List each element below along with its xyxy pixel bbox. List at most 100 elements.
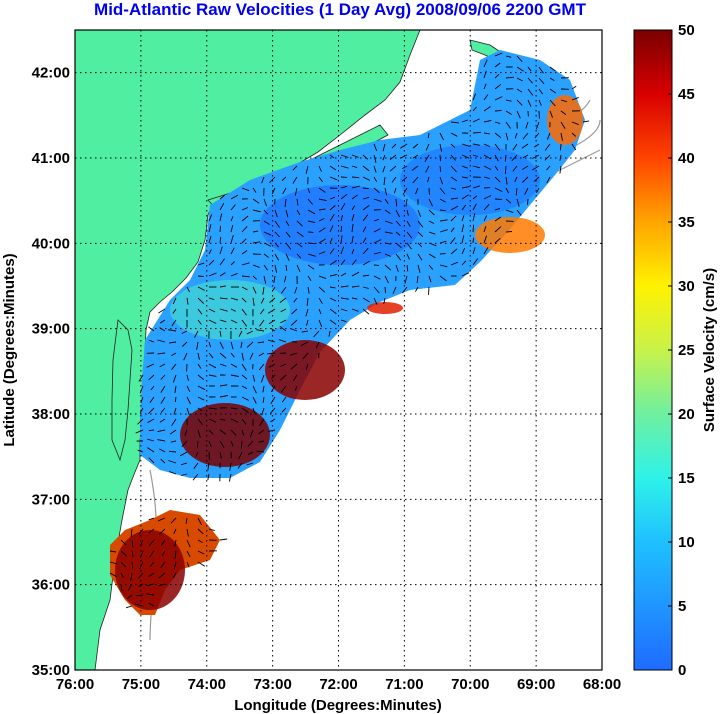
velocity-vector: [546, 165, 551, 171]
velocity-vector: [340, 319, 347, 323]
velocity-vector: [207, 473, 210, 481]
velocity-vector: [428, 275, 432, 283]
velocity-vector: [483, 195, 492, 200]
velocity-vector: [258, 352, 265, 357]
velocity-vector: [450, 205, 459, 211]
velocity-vector: [219, 297, 228, 300]
velocity-vector: [148, 457, 155, 464]
velocity-vector: [373, 239, 382, 244]
velocity-vector: [362, 187, 369, 190]
velocity-vector: [395, 220, 401, 227]
velocity-vector: [329, 225, 334, 233]
velocity-vector: [230, 407, 238, 410]
velocity-vector: [246, 462, 254, 466]
velocity-vector: [279, 297, 287, 303]
velocity-vector: [241, 297, 247, 303]
velocity-vector: [183, 352, 188, 361]
colorbar-tick-label: 20: [678, 406, 695, 423]
velocity-vector: [549, 110, 554, 118]
velocity-vector: [549, 99, 556, 107]
velocity-vector: [252, 286, 257, 294]
velocity-vector: [131, 561, 134, 569]
velocity-vector: [494, 207, 501, 211]
velocity-vector: [329, 297, 337, 302]
velocity-vector: [197, 528, 204, 535]
velocity-vector: [401, 165, 408, 169]
velocity-vector: [318, 165, 322, 172]
velocity-vector: [307, 275, 312, 281]
velocity-vector: [197, 262, 205, 266]
velocity-vector: [494, 52, 503, 57]
velocity-vector: [219, 225, 221, 233]
velocity-vector: [318, 208, 326, 211]
velocity-vector: [159, 418, 166, 423]
velocity-vector: [274, 264, 278, 273]
velocity-vector: [120, 583, 123, 592]
velocity-vector: [207, 462, 210, 471]
velocity-vector: [483, 59, 488, 68]
velocity-vector: [439, 176, 444, 185]
velocity-vector: [219, 246, 223, 255]
velocity-vector: [296, 198, 299, 206]
velocity-vector: [415, 286, 419, 292]
velocity-vector: [263, 264, 268, 271]
velocity-vector: [269, 176, 276, 184]
velocity-vector: [241, 429, 244, 436]
velocity-vector: [439, 165, 442, 172]
velocity-vector: [140, 539, 144, 546]
velocity-vector: [135, 603, 144, 607]
velocity-vector: [428, 231, 436, 235]
velocity-vector: [315, 341, 320, 349]
velocity-vector: [461, 186, 470, 189]
velocity-vector: [472, 237, 475, 244]
velocity-vector: [362, 165, 370, 172]
velocity-vector: [494, 121, 501, 125]
velocity-vector: [197, 363, 202, 369]
velocity-vector: [425, 143, 430, 151]
velocity-vector: [219, 194, 226, 200]
velocity-vector: [197, 517, 203, 526]
velocity-vector: [373, 297, 378, 305]
latitude-tick-label: 39:00: [32, 321, 70, 338]
velocity-vector: [196, 440, 199, 449]
velocity-vector: [219, 451, 222, 459]
velocity-vector: [516, 55, 523, 63]
velocity-vector: [283, 275, 287, 283]
velocity-vector: [318, 286, 326, 293]
velocity-vector: [230, 363, 238, 368]
velocity-vector: [195, 451, 199, 457]
velocity-vector: [494, 226, 502, 233]
velocity-vector: [258, 440, 265, 443]
velocity-vector: [546, 176, 551, 184]
velocity-vector: [533, 176, 540, 182]
velocity-vector: [261, 176, 265, 184]
velocity-vector: [494, 62, 501, 68]
velocity-vector: [208, 429, 214, 435]
velocity-vector: [219, 352, 227, 359]
velocity-vector: [148, 539, 155, 547]
velocity-vector: [240, 440, 243, 449]
velocity-vector: [137, 449, 144, 453]
velocity-vector: [263, 253, 269, 258]
velocity-vector: [472, 93, 477, 101]
velocity-vector: [150, 385, 155, 391]
velocity-vector: [362, 176, 371, 181]
velocity-vector: [291, 308, 298, 315]
velocity-vector: [230, 374, 239, 377]
colorbar-tick-labels: 0 5 10 15 20 25 30 35 40 45 50: [668, 22, 695, 679]
velocity-vector: [384, 275, 389, 284]
velocity-vector: [252, 187, 257, 193]
velocity-vector: [208, 249, 212, 255]
velocity-vector: [159, 363, 166, 368]
velocity-vector: [241, 352, 244, 361]
velocity-vector: [389, 165, 397, 172]
velocity-vector: [208, 272, 217, 277]
longitude-tick-label: 69:00: [517, 676, 555, 693]
colorbar-tick-label: 40: [678, 150, 695, 167]
velocity-vector: [461, 247, 466, 255]
velocity-vector: [197, 275, 204, 277]
velocity-vector: [525, 121, 529, 129]
velocity-vector: [219, 202, 225, 211]
velocity-vector: [301, 330, 309, 333]
velocity-vector: [362, 308, 370, 315]
